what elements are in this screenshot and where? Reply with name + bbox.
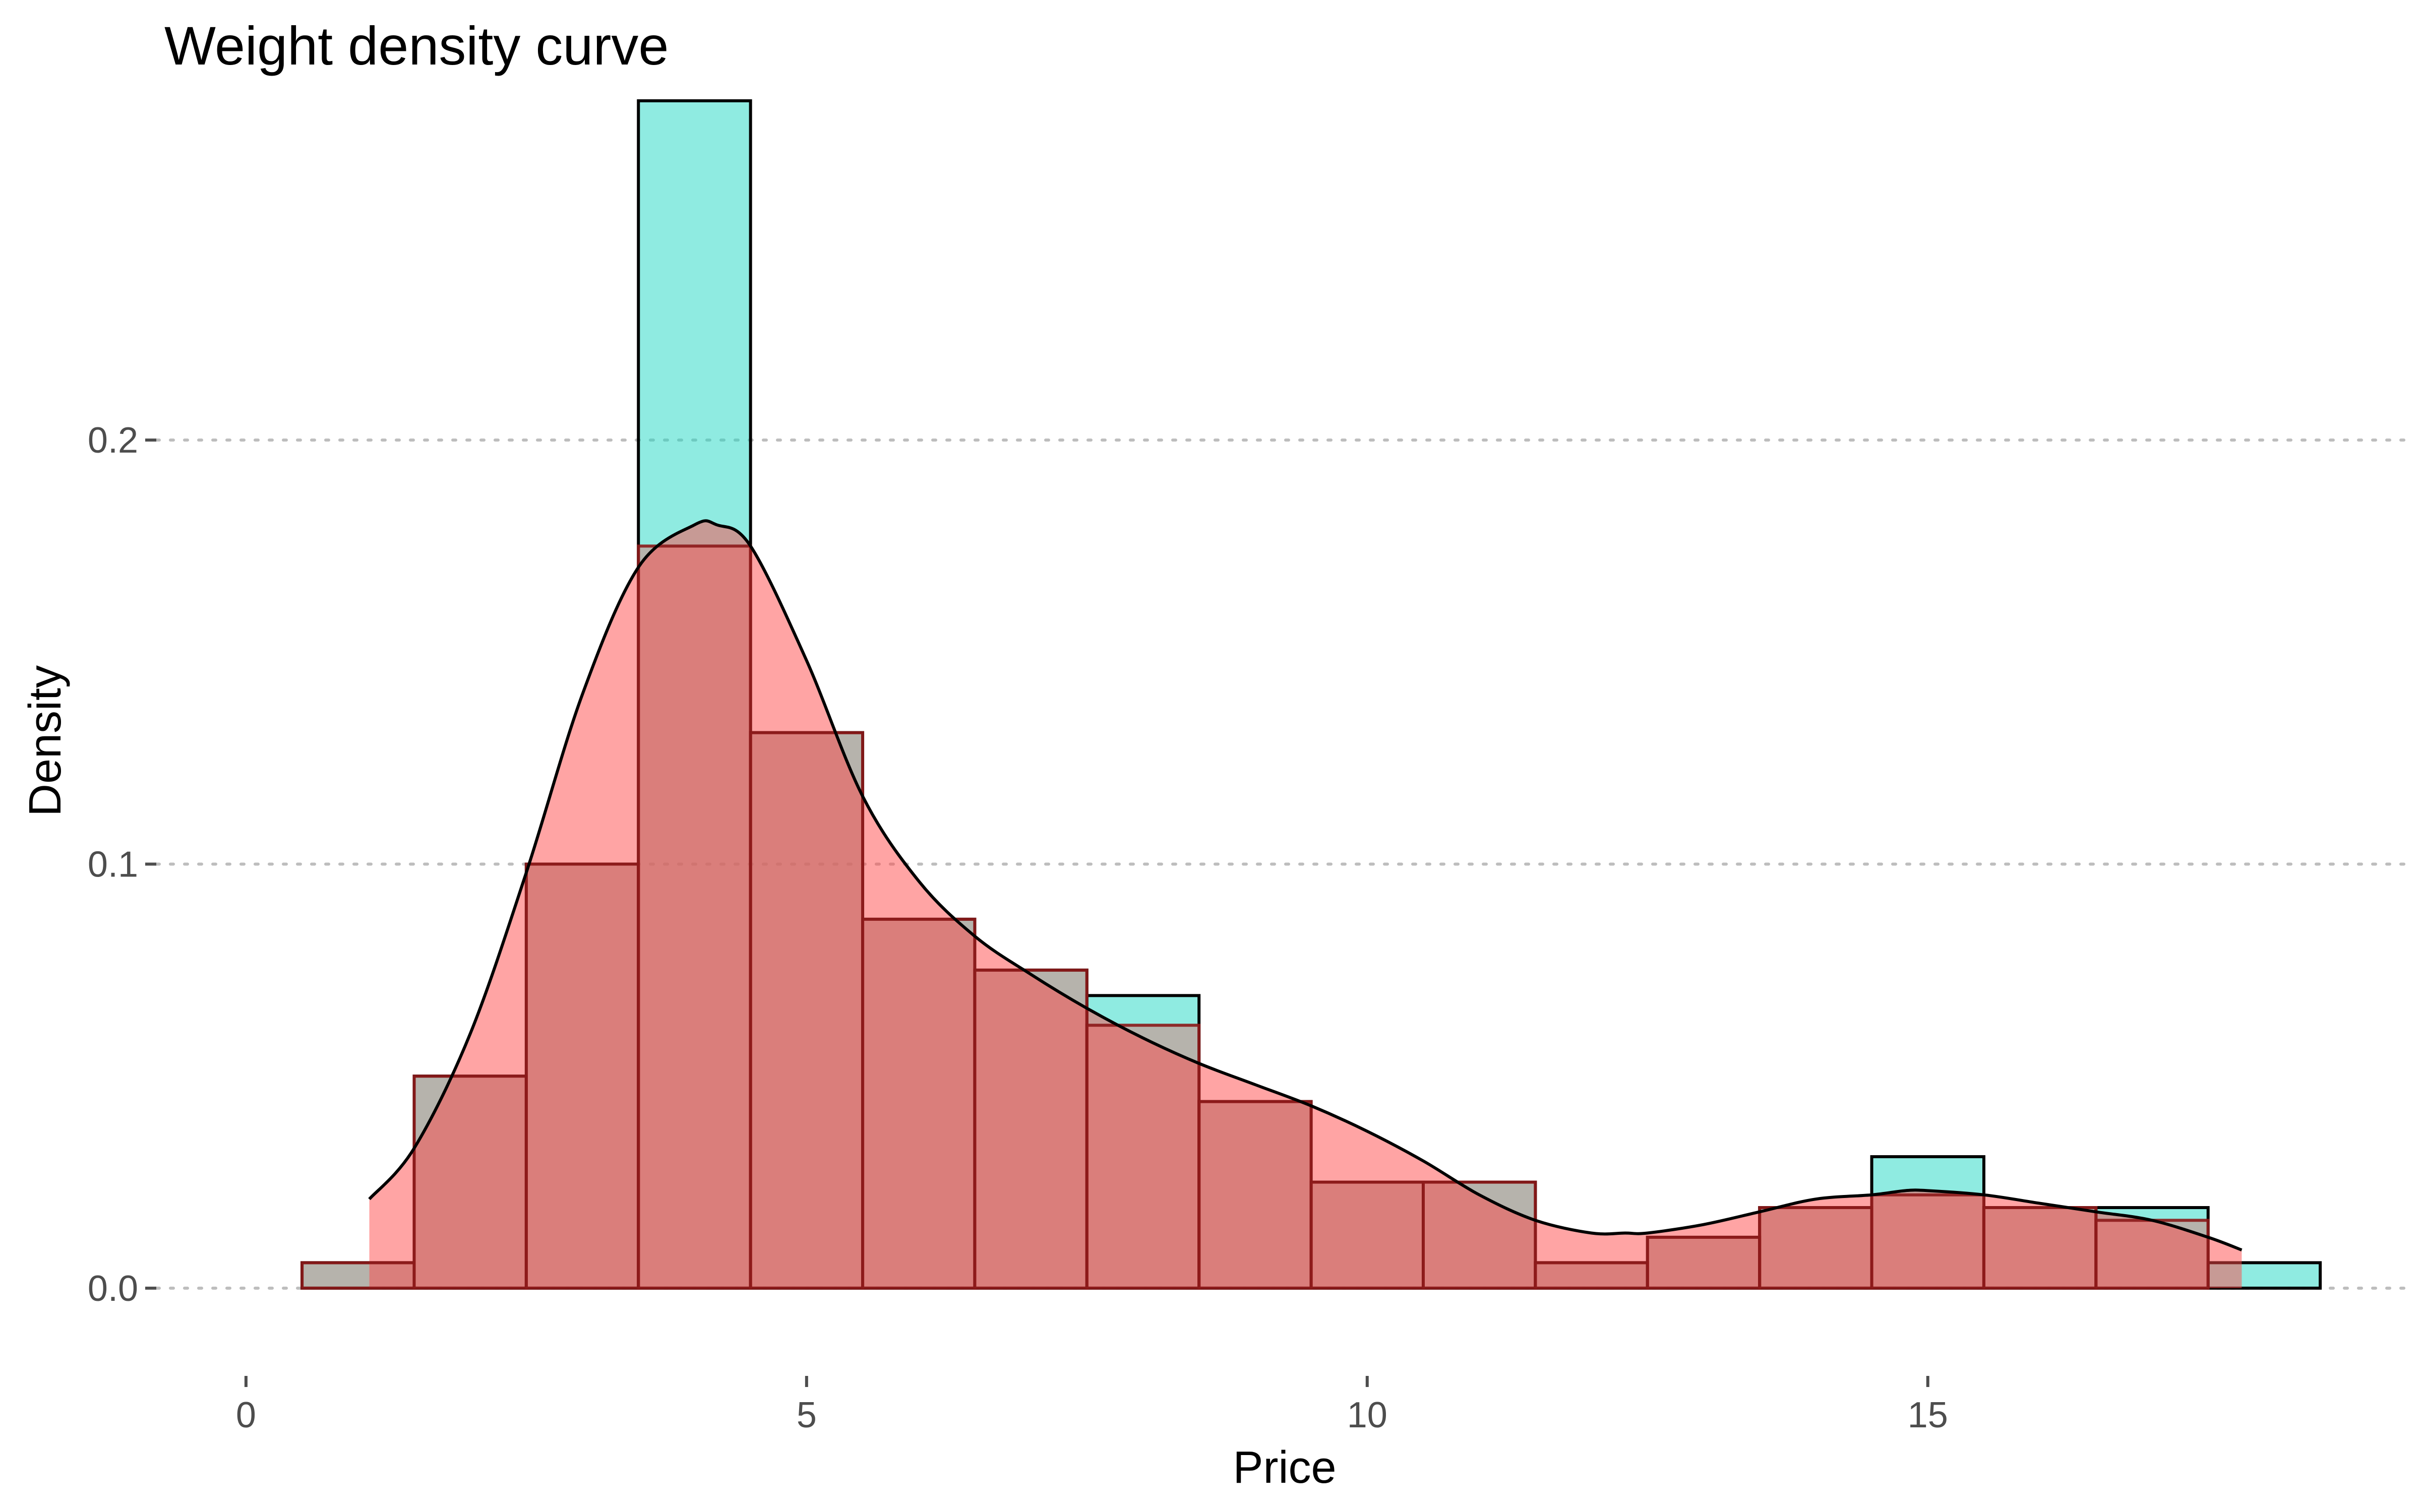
weighted-bar: [412, 1075, 528, 1290]
y-axis-title: Density: [20, 665, 71, 816]
weighted-bar: [1646, 1235, 1762, 1290]
density-curve: [368, 519, 2243, 1251]
weighted-bar: [1309, 1180, 1425, 1290]
weighted-bar: [1421, 1180, 1537, 1290]
y-tick-label: 0.2: [88, 420, 138, 461]
weighted-bar: [300, 1261, 416, 1290]
weighted-bar: [1870, 1193, 1985, 1290]
y-tick-label: 0.1: [88, 844, 138, 885]
density-area: [369, 521, 2242, 1288]
weighted-bar: [861, 917, 977, 1290]
weighted-bar: [1197, 1100, 1313, 1290]
y-axis: 0.0 0.1 0.2: [88, 420, 156, 1309]
weighted-bar: [637, 544, 752, 1290]
weighted-bar: [1534, 1261, 1649, 1290]
y-tick-label: 0.0: [88, 1269, 138, 1309]
weighted-bar: [524, 862, 640, 1290]
x-tick-label: 15: [1908, 1395, 1948, 1435]
weighted-bar: [749, 731, 865, 1290]
chart-title: Weight density curve: [164, 15, 669, 76]
density-curve-group: [300, 519, 2243, 1290]
weighted-bar: [1982, 1206, 2098, 1290]
x-axis: 0 5 10 15: [236, 1376, 1948, 1435]
x-tick-label: 10: [1347, 1395, 1387, 1435]
weighted-bar: [973, 968, 1088, 1290]
weighted-bar: [1085, 1024, 1201, 1290]
x-tick-label: 5: [797, 1395, 817, 1435]
x-tick-label: 0: [236, 1395, 256, 1435]
x-axis-title: Price: [1233, 1442, 1336, 1493]
weighted-bar: [1758, 1206, 1873, 1290]
